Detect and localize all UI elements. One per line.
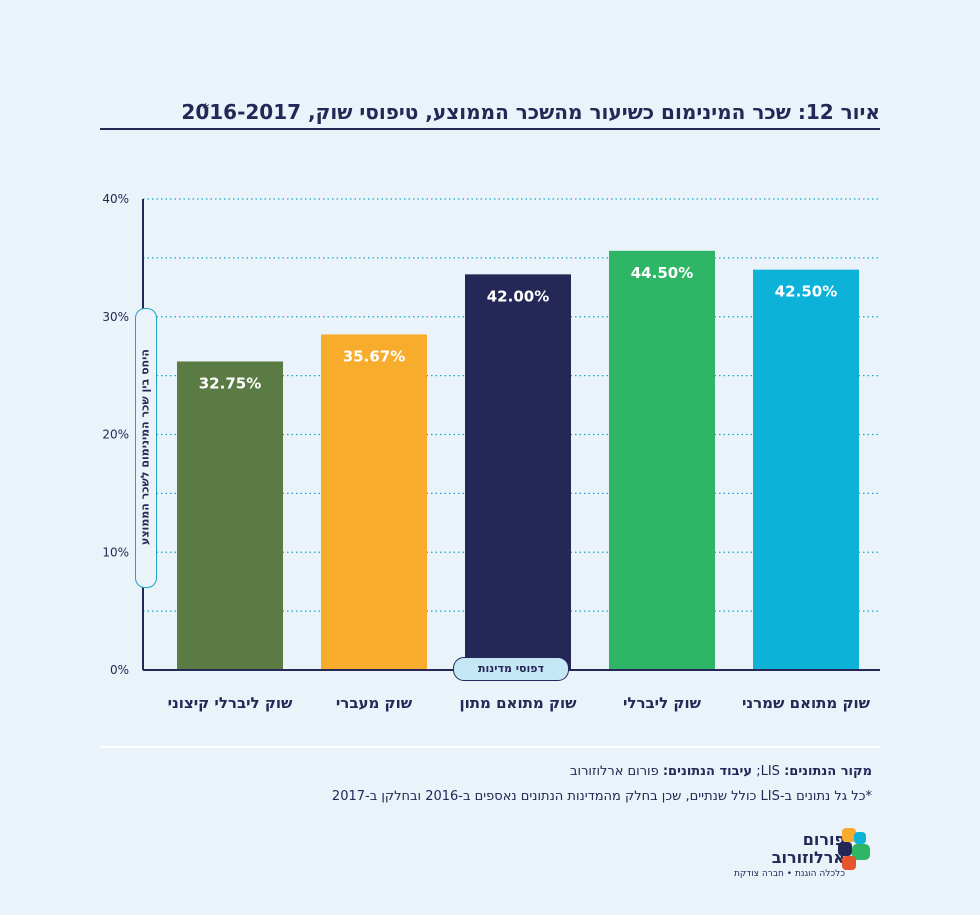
logo-line2: ארלוזורוב [771,848,845,867]
bar [177,361,283,670]
data-label: 32.75% [199,374,261,392]
y-tick-label: 40% [102,192,129,206]
y-tick-label: 20% [102,428,129,442]
bar [321,334,427,670]
x-axis-label-pill: דפוסי מדינות [453,657,569,681]
y-axis-label-pill [135,308,157,588]
bar [465,274,571,670]
title-divider [100,128,880,130]
source-label: מקור הנתונים: [784,764,872,779]
chart-title: איור 12: שכר המינימום כשיעור מהשכר הממוצ… [181,100,880,124]
category-label: שוק ליברלי קיצוני [168,694,293,712]
y-tick-label: 10% [102,545,129,559]
data-label: 42.50% [775,283,837,301]
labels: 0% 10% 20% 30% 40% 32.75% שוק ליברלי קיצוני 35.… [102,192,870,712]
category-label: שוק מעברי [336,694,413,712]
bars [177,250,859,670]
logo-mark-icon [838,828,870,870]
source-value: LIS; [756,764,780,779]
data-label: 35.67% [343,347,405,365]
source-line: מקור הנתונים: LIS; עיבוד הנתונים: פורום … [570,764,872,779]
category-label: שוק מתואם שמרני [742,694,871,712]
bar [753,269,859,670]
bar [609,250,715,670]
data-label: 44.50% [631,264,693,282]
category-label: שוק ליברלי [623,694,702,712]
footnote: *כל גל נתונים ב-LIS כולל שנתיים, שכן בחל… [331,789,872,804]
y-tick-label: 30% [102,310,129,324]
y-tick-label: 0% [110,663,129,677]
y-axis-label: היחס בין שכר המינימום לשכר הממוצע [138,349,152,545]
logo-text: פורום ארלוזורוב כלכלה הוגנת • חברה צודקת [734,831,845,881]
data-label: 42.00% [487,287,549,305]
processing-label: עיבוד הנתונים: [662,764,753,779]
logo-line1: פורום [802,830,845,849]
footer-divider [100,746,880,748]
logo-tagline: כלכלה הוגנת • חברה צודקת [734,869,845,879]
category-label: שוק מתואם מתון [459,694,577,712]
title-footnote-mark: * [202,100,210,118]
processing-value: פורום ארלוזורוב [570,764,659,779]
